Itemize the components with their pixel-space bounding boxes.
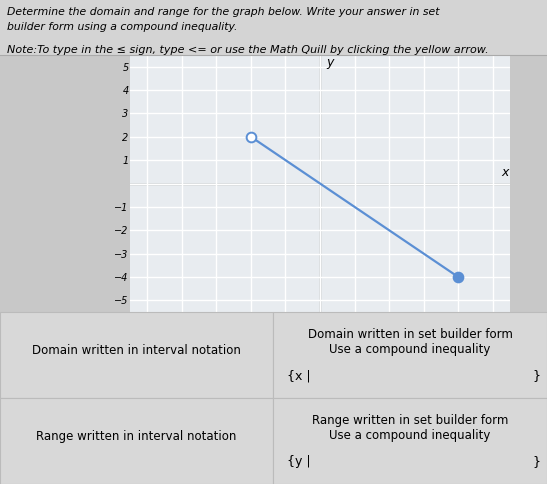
Text: x: x [501, 166, 509, 179]
Text: {y |: {y | [287, 455, 310, 468]
Text: Note:To type in the ≤ sign, type <= or use the Math Quill by clicking the yellow: Note:To type in the ≤ sign, type <= or u… [7, 45, 488, 55]
Text: y: y [326, 56, 334, 69]
Text: Domain written in set builder form
Use a compound inequality: Domain written in set builder form Use a… [307, 328, 513, 356]
Text: }: } [532, 369, 540, 382]
Text: Determine the domain and range for the graph below. Write your answer in set: Determine the domain and range for the g… [7, 7, 439, 17]
Text: Domain written in interval notation: Domain written in interval notation [32, 344, 241, 357]
Text: }: } [532, 455, 540, 468]
Text: {x |: {x | [287, 369, 310, 382]
Text: builder form using a compound inequality.: builder form using a compound inequality… [7, 22, 237, 32]
Text: Range written in interval notation: Range written in interval notation [36, 430, 237, 443]
Text: Range written in set builder form
Use a compound inequality: Range written in set builder form Use a … [312, 414, 508, 442]
